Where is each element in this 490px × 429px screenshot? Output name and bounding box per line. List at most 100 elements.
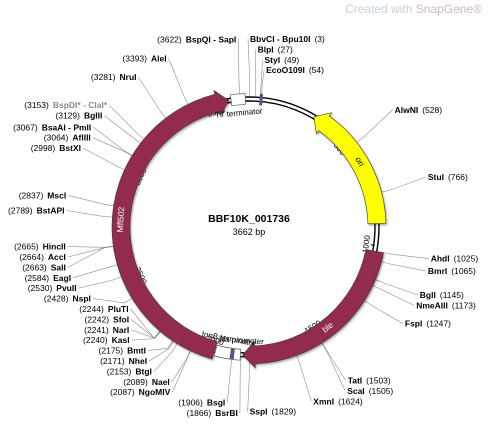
site-eagi[interactable]: (2584) EagI <box>25 273 72 283</box>
site-nspi[interactable]: (2428) NspI <box>44 294 91 304</box>
small-feature-t7-terminator[interactable] <box>229 93 246 107</box>
feature-ori-arrow[interactable] <box>313 112 387 225</box>
site-bmti[interactable]: (2175) BmtI <box>99 346 146 356</box>
site-naei[interactable]: (2089) NaeI <box>123 377 170 387</box>
feature-label-t7-terminator: T7 terminator <box>215 106 264 119</box>
site-alei[interactable]: (3393) AleI <box>122 53 166 63</box>
site-leader-bspqi-sapi <box>238 39 241 97</box>
site-leader-bgli <box>369 277 418 296</box>
site-name: BglII <box>84 111 102 121</box>
site-position: (3393) <box>122 53 147 63</box>
site-position: (2664) <box>19 252 44 262</box>
site-bgli[interactable]: BglI (1145) <box>420 290 464 300</box>
site-hincii[interactable]: (2665) HincII <box>14 242 66 252</box>
site-position: (3067) <box>13 122 38 132</box>
site-nari[interactable]: (2241) NarI <box>84 325 129 335</box>
site-alwni[interactable]: AlwNI (528) <box>395 105 443 115</box>
site-name: KasI <box>112 335 130 345</box>
site-position: (2837) <box>19 190 44 200</box>
feature-label-bla-promoter: bla promoter <box>219 334 265 346</box>
site-position: (1065) <box>451 266 476 276</box>
small-feature-tonb-terminator[interactable] <box>232 348 242 361</box>
site-styi[interactable]: StyI (49) <box>265 55 300 65</box>
site-xmni[interactable]: XmnI (1624) <box>313 396 363 406</box>
site-leader-alwni <box>351 109 393 147</box>
site-position: (2171) <box>100 356 125 366</box>
site-sspi[interactable]: SspI (1829) <box>250 407 297 417</box>
small-feature-bla-promoter[interactable] <box>213 344 232 360</box>
site-name: TatI <box>348 376 362 386</box>
site-name: BsaAI - PmlI <box>42 122 92 132</box>
site-leader-ngomiv <box>172 345 194 393</box>
site-position: (1025) <box>454 254 479 264</box>
site-name: AlwNI <box>395 105 419 115</box>
site-name: StuI <box>428 172 444 182</box>
site-stui[interactable]: StuI (766) <box>428 172 468 182</box>
site-blpi[interactable]: BlpI (27) <box>258 44 293 54</box>
site-nrui[interactable]: (3281) NruI <box>91 72 137 82</box>
site-position: (2242) <box>84 314 109 324</box>
site-position: (27) <box>278 44 293 54</box>
site-bstapi[interactable]: (2789) BstAPI <box>8 206 64 216</box>
site-leader-tati <box>318 337 346 381</box>
site-pluti[interactable]: (2244) PluTI <box>79 304 128 314</box>
site-bspdi-clai[interactable]: (3153) BspDI* - ClaI* <box>24 100 108 110</box>
site-sali[interactable]: (2663) SalI <box>22 262 66 272</box>
site-name: NaeI <box>152 377 170 387</box>
site-bsrbi[interactable]: (1866) BsrBI <box>187 408 238 418</box>
site-name: BstXI <box>59 143 81 153</box>
site-position: (1505) <box>369 386 394 396</box>
site-pvuii[interactable]: (2530) PvuII <box>28 283 77 293</box>
site-leader-ahdi <box>377 251 429 259</box>
site-position: (49) <box>284 55 299 65</box>
site-msci[interactable]: (2837) MscI <box>19 190 66 200</box>
site-acci[interactable]: (2664) AccI <box>19 252 66 262</box>
site-scai[interactable]: ScaI (1505) <box>347 386 393 396</box>
restriction-site-labels: BbvCI - Bpu10I (3) BlpI (27)StyI (49)EcoO109… <box>8 34 478 418</box>
site-name: EcoO109I <box>266 65 305 75</box>
site-position: (528) <box>422 105 442 115</box>
feature-mfl502-arrow[interactable] <box>111 89 230 360</box>
site-bsgi[interactable]: (1906) BsgI <box>178 398 225 408</box>
small-feature-block-1[interactable] <box>259 93 264 106</box>
site-nhei[interactable]: (2171) NheI <box>100 356 147 366</box>
site-nmeaiii[interactable]: NmeAIII (1173) <box>416 300 476 310</box>
site-position: (3) <box>314 34 325 44</box>
small-feature-block-3[interactable] <box>230 347 235 360</box>
site-afliii[interactable]: (3064) AflIII <box>44 133 91 143</box>
site-position: (2241) <box>84 325 109 335</box>
site-name: HincII <box>43 242 66 252</box>
site-ngomiv[interactable]: (2087) NgoMIV <box>110 387 171 397</box>
site-bspqi-sapi[interactable]: (3622) BspQI - SapI <box>157 34 236 44</box>
site-bmri[interactable]: BmrI (1065) <box>428 266 476 276</box>
site-bglii[interactable]: (3129) BglII <box>55 111 102 121</box>
site-name: BlpI <box>258 44 274 54</box>
site-sfoi[interactable]: (2242) SfoI <box>84 314 129 324</box>
site-kasi[interactable]: (2240) KasI <box>83 335 130 345</box>
site-leader-eagi <box>73 262 124 279</box>
site-leader-bglii <box>104 115 146 148</box>
site-bsaai-pmli[interactable]: (3067) BsaAI - PmlI <box>13 122 91 132</box>
tick-label-1000: 1000 <box>361 234 373 253</box>
feature-mfl502-label: Mfl502 <box>115 206 126 232</box>
site-leader-alei <box>168 58 191 110</box>
site-name: AhdI <box>431 254 450 264</box>
site-position: (54) <box>309 65 324 75</box>
site-position: (3281) <box>91 72 116 82</box>
site-ahdi[interactable]: AhdI (1025) <box>431 254 479 264</box>
site-fspi[interactable]: FspI (1247) <box>405 319 451 329</box>
feature-ble-arrow[interactable] <box>242 249 384 369</box>
site-leader-fspi <box>359 297 404 324</box>
site-leader-afliii <box>92 137 138 160</box>
site-bbvci-bpu10i[interactable]: BbvCI - Bpu10I (3) <box>250 34 325 44</box>
site-tati[interactable]: TatI (1503) <box>348 376 391 386</box>
site-bstxi[interactable]: (2998) BstXI <box>31 143 81 153</box>
site-name: SalI <box>51 262 66 272</box>
site-ecoo109i[interactable]: EcoO109I (54) <box>266 65 324 75</box>
site-leader-nrui <box>138 76 170 124</box>
site-name: NspI <box>72 294 90 304</box>
site-position: (2240) <box>83 335 108 345</box>
site-leader-bsrbi <box>239 357 242 414</box>
site-position: (766) <box>448 172 468 182</box>
site-btgi[interactable]: (2153) BtgI <box>107 366 152 376</box>
